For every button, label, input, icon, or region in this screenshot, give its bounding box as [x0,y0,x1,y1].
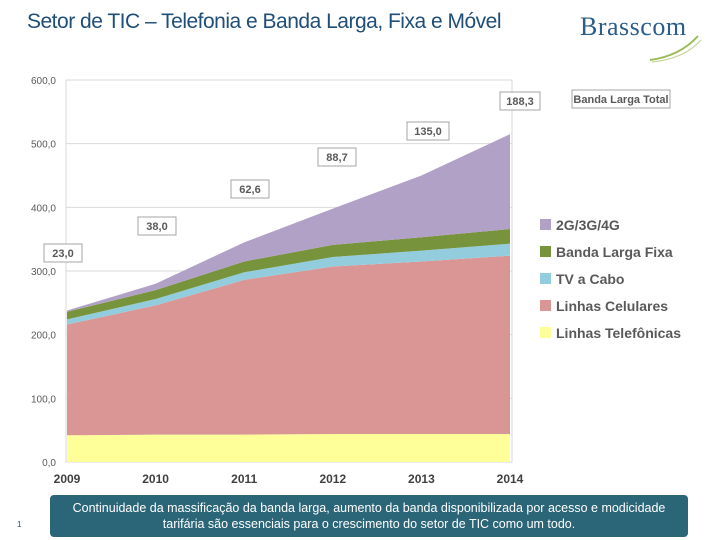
annotation-label: 88,7 [326,152,347,164]
annotation-box [137,216,177,236]
logo-text: Brasscom [580,12,687,41]
x-tick-label: 2009 [54,472,81,486]
annotation-label: 188,3 [506,96,534,108]
x-tick-label: 2013 [408,472,435,486]
y-tick-label: 0,0 [42,458,56,469]
legend-swatch [540,300,551,311]
annotations: 23,0 38,0 62,6 88,7 135,0 188,3 Banda Larga To… [43,89,671,263]
series-areas [67,134,510,462]
x-tick-label: 2014 [497,472,524,486]
annotation-box [317,147,357,167]
logo-swoosh-icon [649,35,702,63]
series-area [67,134,510,312]
annotation-box [43,243,83,263]
annotation-label: 135,0 [414,126,442,138]
annotation-label: 38,0 [146,221,167,233]
annotation-box [406,121,450,141]
y-tick-label: 600,0 [31,76,56,87]
annotation-label: 62,6 [239,184,260,196]
legend-swatch [540,219,551,230]
total-label-box [571,89,671,109]
series-area [67,228,510,320]
y-tick-label: 300,0 [31,267,56,278]
legend-label: Banda Larga Fixa [556,244,673,260]
legend-label: 2G/3G/4G [556,217,620,233]
legend-label: Linhas Celulares [556,298,668,314]
x-tick-label: 2010 [142,472,169,486]
x-axis-ticks: 2009 2010 2011 2012 2013 2014 [54,472,524,486]
y-axis-ticks: 0,0 100,0 200,0 300,0 400,0 500,0 600,0 [31,76,56,469]
legend-swatch [540,327,551,338]
annotation-box [230,179,270,199]
slide-number: 1 [17,520,22,529]
series-area [67,255,510,436]
series-area [67,243,510,325]
legend-swatch [540,246,551,257]
series-area [67,433,510,462]
y-tick-label: 500,0 [31,140,56,151]
x-tick-label: 2011 [231,472,257,486]
legend-label: Linhas Telefônicas [556,325,681,341]
caption-box: Continuidade da massificação da banda la… [50,495,688,537]
legend: 2G/3G/4G Banda Larga Fixa TV a Cabo Linhas … [540,217,681,341]
y-tick-label: 200,0 [31,331,56,342]
page-title: Setor de TIC – Telefonia e Banda Larga, … [27,10,502,33]
legend-swatch [540,273,551,284]
x-tick-label: 2012 [319,472,346,486]
annotation-box [499,91,541,111]
brasscom-logo: Brasscom [580,12,702,64]
y-tick-label: 400,0 [31,203,56,214]
y-tick-label: 100,0 [31,394,56,405]
annotation-label: 23,0 [52,248,73,260]
total-label: Banda Larga Total [573,94,668,106]
legend-label: TV a Cabo [556,271,624,287]
